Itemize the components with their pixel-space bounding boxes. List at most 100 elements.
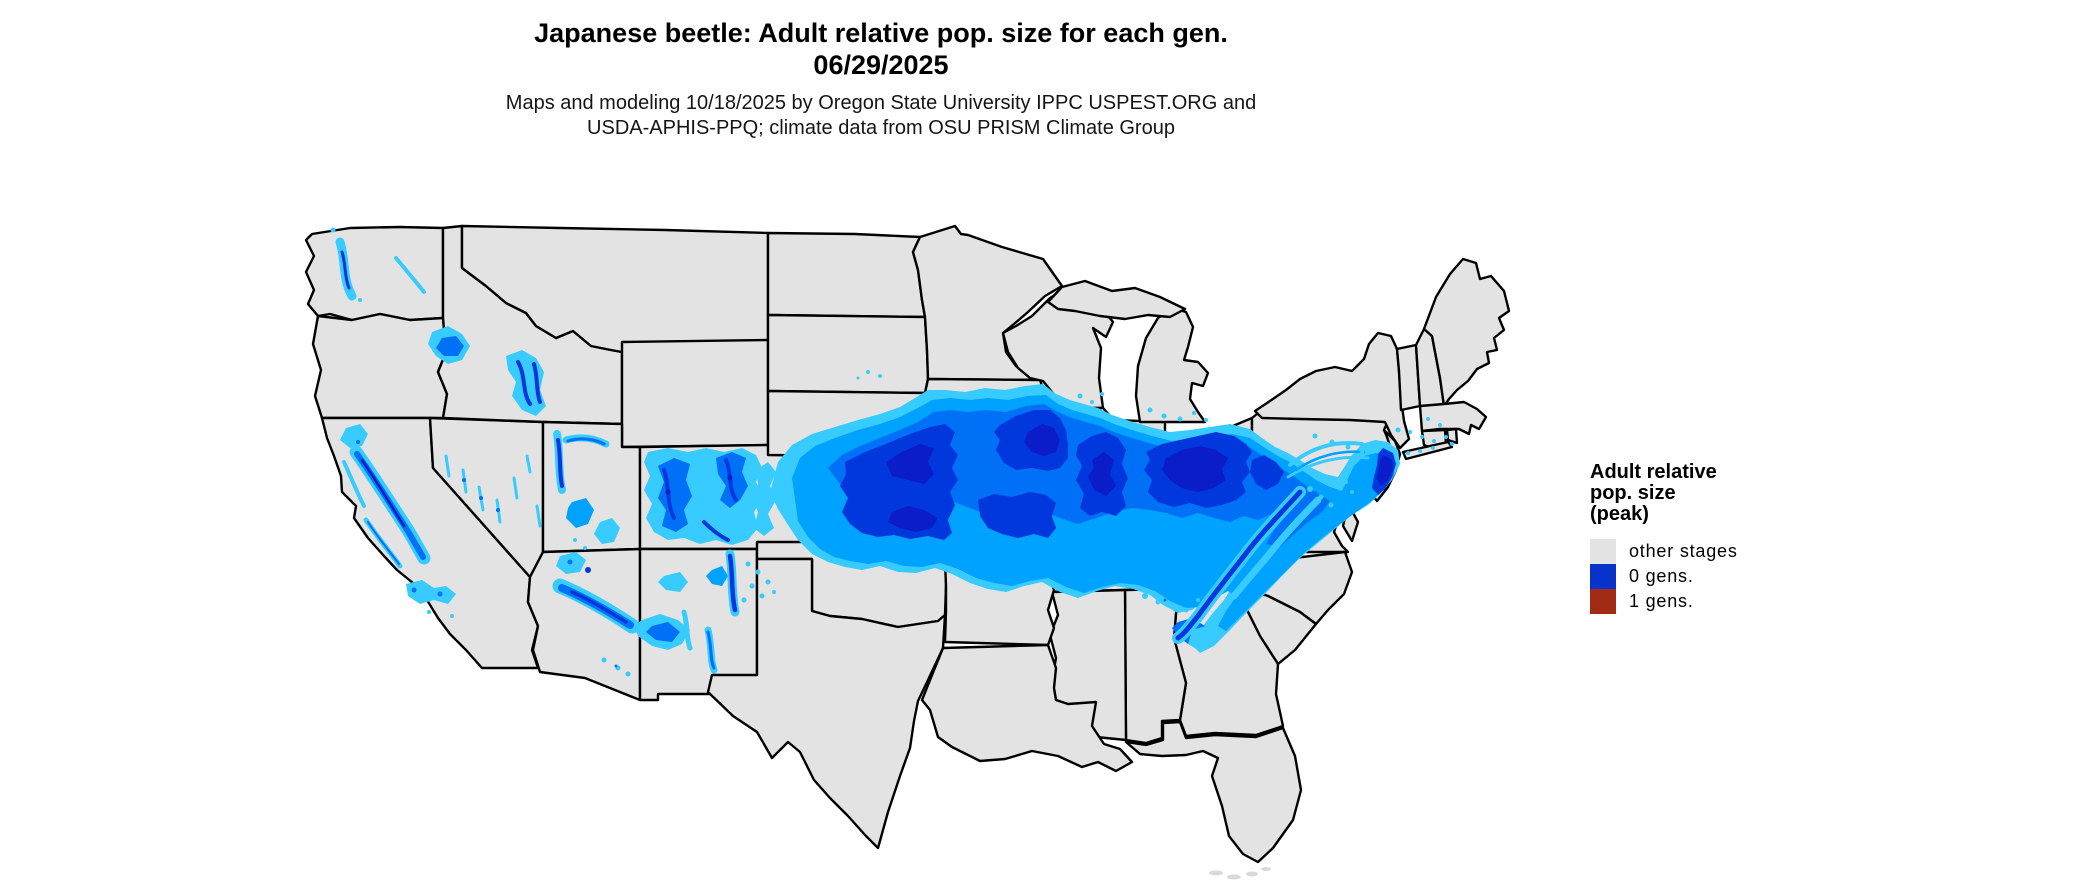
population-speck bbox=[727, 475, 733, 481]
figure-subtitle-line1: Maps and modeling 10/18/2025 by Oregon S… bbox=[505, 92, 1257, 114]
population-speck bbox=[1438, 423, 1442, 427]
population-speck bbox=[1418, 449, 1422, 453]
population-speck bbox=[759, 593, 765, 599]
population-speck bbox=[772, 590, 776, 594]
population-streak bbox=[1230, 496, 1322, 600]
population-region bbox=[436, 336, 464, 356]
population-speck bbox=[1420, 435, 1424, 439]
population-streak bbox=[367, 521, 400, 565]
population-speck bbox=[1432, 439, 1436, 443]
population-region bbox=[1162, 446, 1228, 492]
population-streak bbox=[702, 520, 730, 542]
legend-label: 0 gens. bbox=[1629, 566, 1694, 586]
population-speck bbox=[585, 567, 591, 573]
population-speck bbox=[1312, 433, 1318, 439]
population-streak bbox=[394, 256, 426, 294]
population-speck bbox=[1450, 442, 1454, 446]
population-region bbox=[1250, 455, 1284, 490]
population-speck bbox=[625, 671, 631, 677]
state-wy bbox=[620, 338, 770, 449]
state-ny bbox=[1253, 331, 1411, 450]
legend-title-line: (peak) bbox=[1590, 503, 1649, 525]
population-region bbox=[706, 566, 728, 586]
population-speck bbox=[741, 597, 747, 603]
population-region bbox=[978, 492, 1056, 538]
population-streak bbox=[525, 454, 532, 474]
florida-keys-island bbox=[1246, 871, 1258, 877]
population-streak bbox=[535, 504, 542, 528]
population-speck bbox=[583, 546, 587, 550]
legend-swatch-1-gens bbox=[1590, 589, 1616, 614]
population-streak bbox=[342, 460, 366, 508]
population-streak bbox=[532, 362, 542, 404]
population-speck bbox=[878, 374, 882, 378]
population-streak bbox=[340, 250, 351, 290]
population-streak bbox=[512, 476, 519, 500]
state-ri bbox=[1445, 427, 1459, 445]
state-mi_up bbox=[1046, 279, 1187, 321]
population-region bbox=[888, 506, 938, 532]
florida-keys-island bbox=[1227, 874, 1241, 880]
population-speck bbox=[1314, 491, 1318, 495]
population-streak bbox=[570, 590, 628, 624]
population-speck bbox=[573, 538, 577, 542]
legend-rows: other stages 0 gens. 1 gens. bbox=[1590, 539, 1850, 614]
population-speck bbox=[437, 591, 443, 597]
legend-title-line: pop. size bbox=[1590, 482, 1676, 504]
population-speck bbox=[1142, 593, 1148, 599]
legend-swatch-0-gens bbox=[1590, 564, 1616, 589]
population-speck bbox=[1345, 444, 1351, 450]
population-region bbox=[406, 580, 456, 604]
figure-subtitle-line2: USDA-APHIS-PPQ; climate data from OSU PR… bbox=[587, 117, 1175, 139]
state-mi_lp bbox=[1134, 306, 1210, 424]
map-legend: Adult relative pop. size (peak) other st… bbox=[1590, 462, 1850, 614]
state-la bbox=[920, 643, 1134, 773]
population-speck bbox=[745, 561, 751, 567]
state-me bbox=[1422, 257, 1511, 408]
population-speck bbox=[1359, 448, 1365, 454]
population-speck bbox=[356, 440, 360, 444]
population-streak bbox=[566, 437, 606, 446]
state-fl bbox=[1124, 720, 1303, 864]
population-speck bbox=[1169, 603, 1175, 609]
population-region bbox=[752, 462, 776, 536]
legend-item: 1 gens. bbox=[1590, 589, 1850, 614]
population-region bbox=[886, 444, 934, 484]
population-region bbox=[340, 424, 368, 448]
state-wa bbox=[304, 225, 445, 322]
population-speck bbox=[856, 376, 860, 380]
figure-title: Japanese beetle: Adult relative pop. siz… bbox=[534, 18, 1228, 48]
population-speck bbox=[1444, 435, 1448, 439]
population-speck bbox=[479, 496, 483, 500]
population-speck bbox=[1192, 411, 1196, 415]
population-streak bbox=[556, 438, 564, 488]
population-speck bbox=[1395, 427, 1401, 433]
population-speck bbox=[755, 569, 761, 575]
legend-label: 1 gens. bbox=[1629, 591, 1694, 611]
population-speck bbox=[567, 559, 573, 565]
population-speck bbox=[1344, 480, 1348, 484]
population-speck bbox=[1328, 502, 1334, 508]
state-tx bbox=[706, 557, 947, 850]
population-speck bbox=[665, 489, 671, 495]
population-speck bbox=[450, 614, 454, 618]
population-speck bbox=[1155, 599, 1161, 605]
population-speck bbox=[866, 370, 870, 374]
population-streak bbox=[360, 458, 406, 528]
population-speck bbox=[1406, 451, 1410, 455]
population-region bbox=[1024, 424, 1060, 456]
population-speck bbox=[1318, 494, 1324, 500]
state-or bbox=[311, 312, 449, 420]
population-streak bbox=[1175, 489, 1303, 641]
legend-label: other stages bbox=[1629, 541, 1738, 561]
population-speck bbox=[1196, 598, 1200, 602]
state-sd bbox=[766, 313, 930, 395]
population-streak bbox=[1288, 441, 1364, 467]
population-speck bbox=[352, 430, 356, 434]
population-speck bbox=[462, 478, 466, 482]
legend-title-line: Adult relative bbox=[1590, 461, 1717, 483]
population-region bbox=[1188, 626, 1216, 650]
population-region bbox=[566, 498, 594, 528]
population-speck bbox=[411, 587, 417, 593]
